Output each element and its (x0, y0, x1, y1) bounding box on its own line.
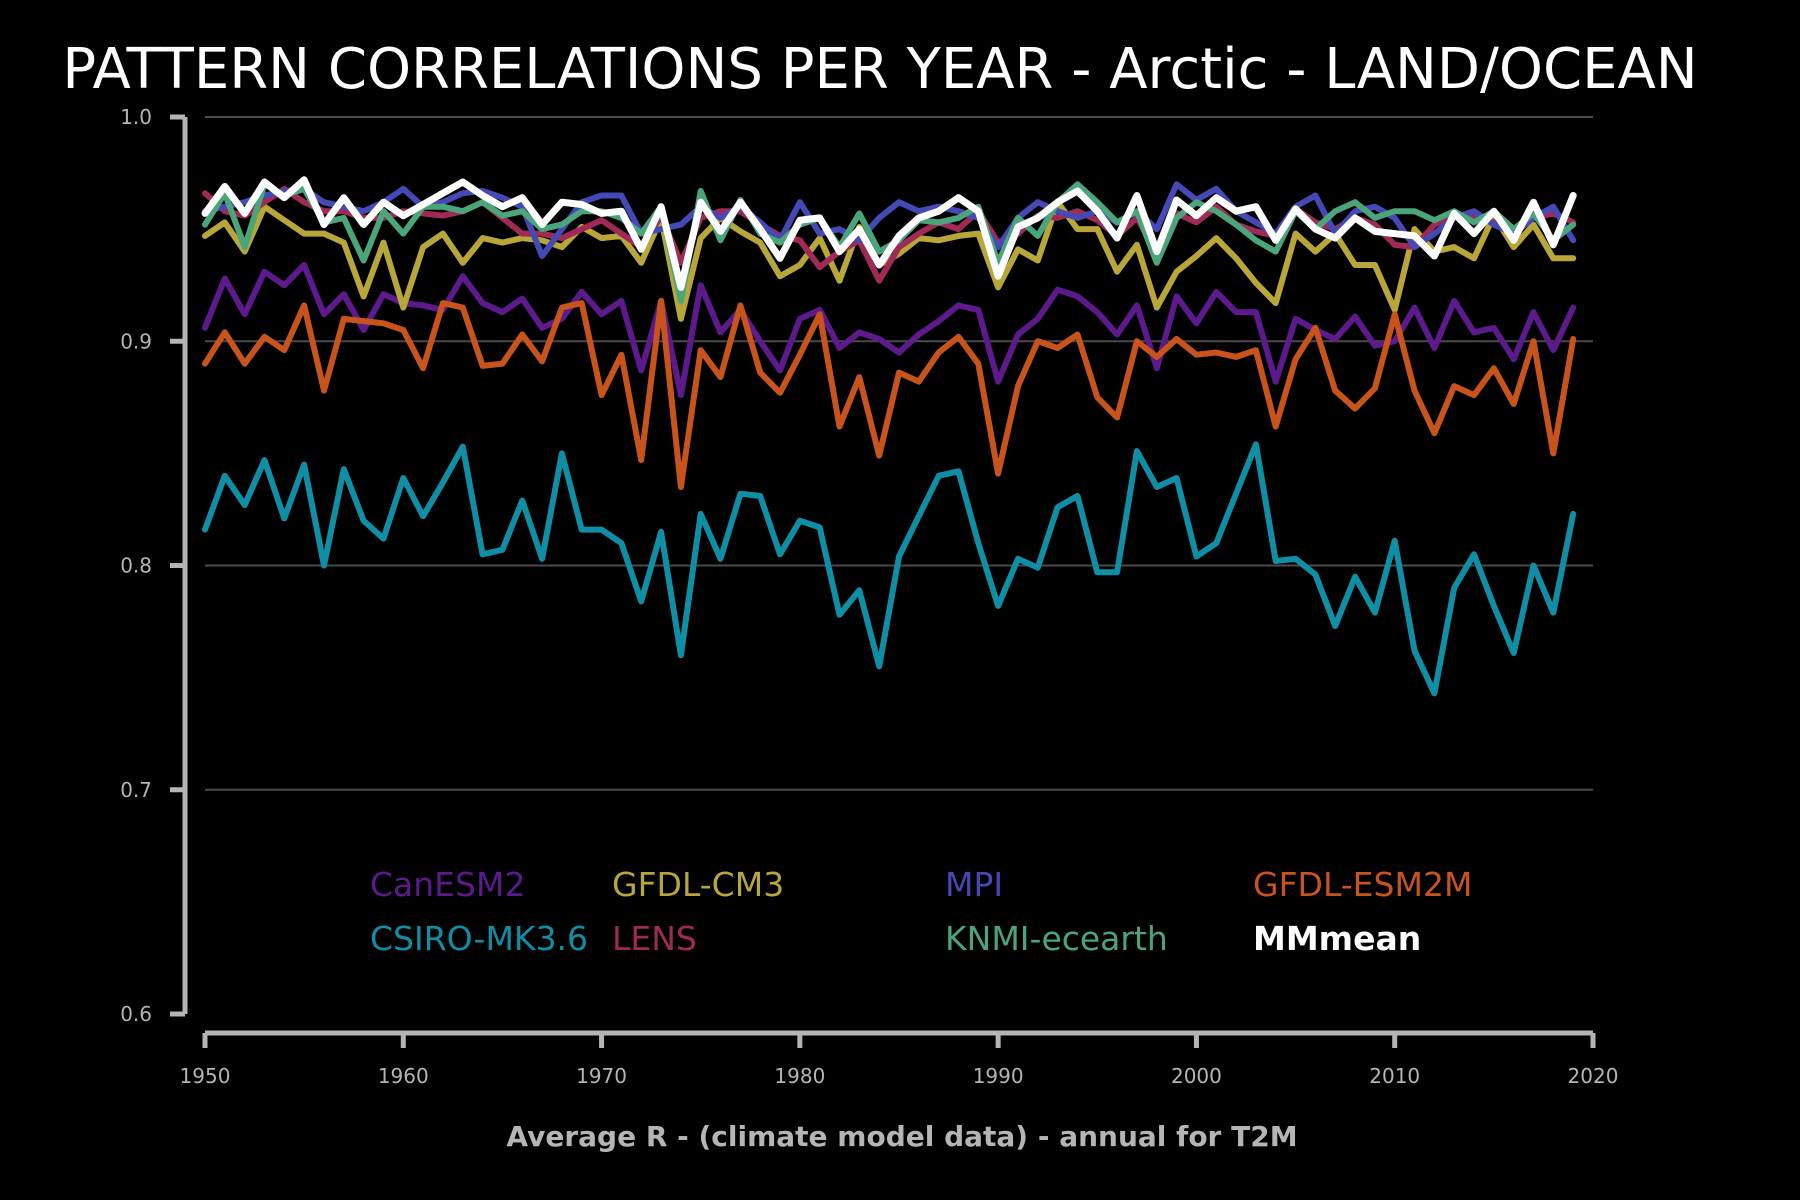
legend-item-gfdl-esm2m: GFDL-ESM2M (1253, 865, 1472, 904)
y-tick-label: 0.7 (120, 778, 152, 802)
series-line-csiro-mk3-6 (202, 441, 1577, 697)
legend-item-gfdl-cm3: GFDL-CM3 (612, 865, 784, 904)
legend-item-csiro-mk3-6: CSIRO-MK3.6 (370, 919, 588, 958)
y-tick-label: 0.8 (120, 554, 152, 578)
legend-item-knmi-ecearth: KNMI-ecearth (945, 919, 1168, 958)
legend-item-canesm2: CanESM2 (370, 865, 525, 904)
legend-item-mpi: MPI (945, 865, 1003, 904)
y-tick-label: 0.6 (120, 1002, 152, 1026)
x-tick-label: 1980 (774, 1064, 825, 1088)
y-tick-label: 0.9 (120, 329, 152, 353)
series-line-canesm2 (202, 262, 1577, 399)
legend: CanESM2 CSIRO-MK3.6 GFDL-CM3 LENS MPI KNMI-ec… (370, 865, 1472, 958)
data-series (201, 176, 1577, 697)
x-tick-label: 1970 (576, 1064, 627, 1088)
x-axis-label: Average R - (climate model data) - annua… (506, 1120, 1297, 1153)
series-line-gfdl-esm2m (202, 297, 1577, 490)
x-tick-label: 2000 (1171, 1064, 1222, 1088)
series-line-mmmean (201, 176, 1577, 291)
x-tick-label: 1960 (378, 1064, 429, 1088)
legend-item-mmmean: MMmean (1253, 919, 1421, 958)
y-tick-label: 1.0 (120, 105, 152, 129)
x-tick-label: 2020 (1568, 1064, 1619, 1088)
x-tick-label: 1990 (973, 1064, 1024, 1088)
chart-title: PATTERN CORRELATIONS PER YEAR - Arctic -… (62, 37, 1697, 102)
legend-item-lens: LENS (612, 919, 697, 958)
x-tick-label: 1950 (180, 1064, 231, 1088)
axes: 0.6 0.7 0.8 0.9 1.0 1950 1960 1970 1980 1990 2000 2… (120, 105, 1618, 1088)
grid-lines (205, 116, 1593, 791)
x-tick-label: 2010 (1369, 1064, 1420, 1088)
